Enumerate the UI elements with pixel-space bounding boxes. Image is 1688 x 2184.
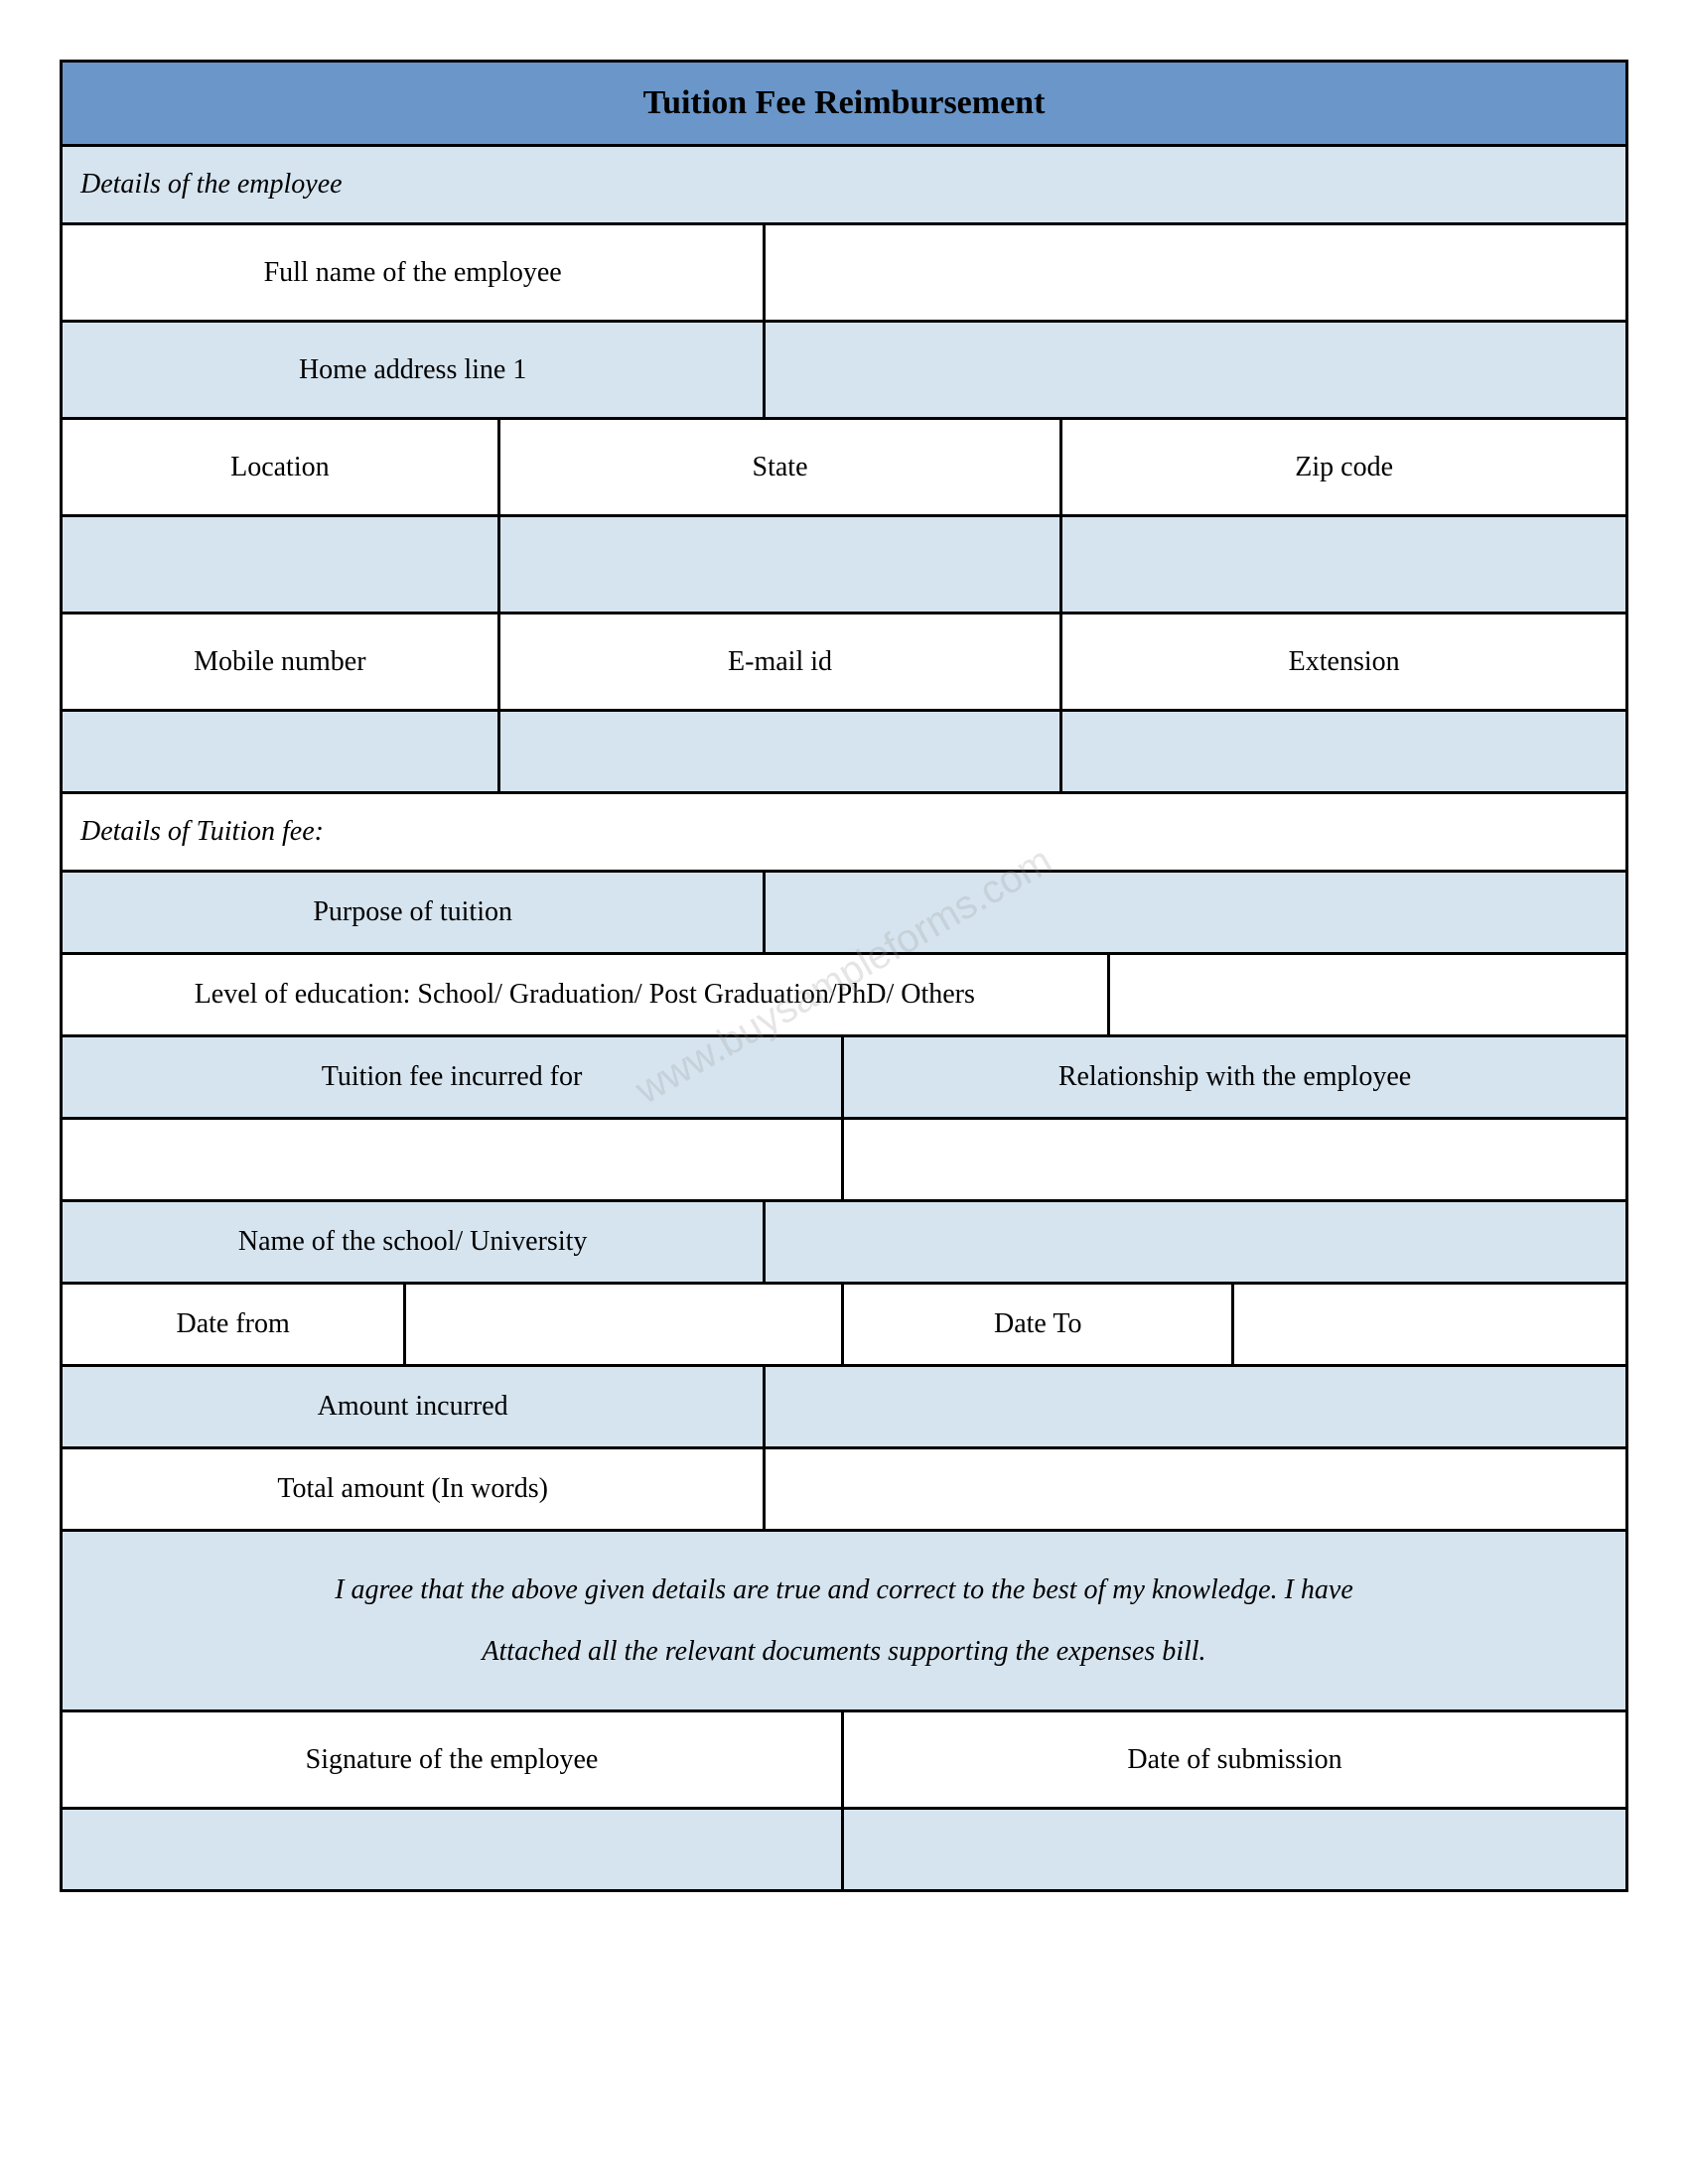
row-total-words: Total amount (In words) xyxy=(63,1449,1625,1532)
state-label: State xyxy=(500,420,1063,514)
row-incurred-values xyxy=(63,1120,1625,1202)
fullname-label: Full name of the employee xyxy=(63,225,766,320)
location-input[interactable] xyxy=(63,517,500,612)
signature-label: Signature of the employee xyxy=(63,1712,844,1807)
form-title: Tuition Fee Reimbursement xyxy=(63,63,1625,147)
total-words-label: Total amount (In words) xyxy=(63,1449,766,1529)
section-tuition-header: Details of Tuition fee: xyxy=(63,794,1625,873)
signature-input[interactable] xyxy=(63,1810,844,1889)
row-location-labels: Location State Zip code xyxy=(63,420,1625,517)
purpose-label: Purpose of tuition xyxy=(63,873,766,952)
level-label: Level of education: School/ Graduation/ … xyxy=(63,955,1110,1034)
form-container: Tuition Fee Reimbursement Details of the… xyxy=(60,60,1628,1892)
declaration-line2: Attached all the relevant documents supp… xyxy=(92,1621,1596,1683)
date-to-input[interactable] xyxy=(1234,1285,1625,1364)
date-submission-label: Date of submission xyxy=(844,1712,1625,1807)
mobile-input[interactable] xyxy=(63,712,500,791)
row-incurred-labels: Tuition fee incurred for Relationship wi… xyxy=(63,1037,1625,1120)
purpose-input[interactable] xyxy=(766,873,1625,952)
incurred-for-label: Tuition fee incurred for xyxy=(63,1037,844,1117)
section-employee-header: Details of the employee xyxy=(63,147,1625,225)
location-label: Location xyxy=(63,420,500,514)
relationship-input[interactable] xyxy=(844,1120,1625,1199)
row-contact-labels: Mobile number E-mail id Extension xyxy=(63,614,1625,712)
form-wrapper: www.buysampleforms.com Tuition Fee Reimb… xyxy=(60,60,1628,1892)
row-signature-values xyxy=(63,1810,1625,1889)
row-fullname: Full name of the employee xyxy=(63,225,1625,323)
relationship-label: Relationship with the employee xyxy=(844,1037,1625,1117)
level-input[interactable] xyxy=(1110,955,1625,1034)
zip-label: Zip code xyxy=(1062,420,1625,514)
address-input[interactable] xyxy=(766,323,1625,417)
state-input[interactable] xyxy=(500,517,1063,612)
fullname-input[interactable] xyxy=(766,225,1625,320)
row-location-values xyxy=(63,517,1625,614)
mobile-label: Mobile number xyxy=(63,614,500,709)
row-amount: Amount incurred xyxy=(63,1367,1625,1449)
row-contact-values xyxy=(63,712,1625,794)
email-input[interactable] xyxy=(500,712,1063,791)
extension-label: Extension xyxy=(1062,614,1625,709)
declaration-text: I agree that the above given details are… xyxy=(63,1532,1625,1712)
email-label: E-mail id xyxy=(500,614,1063,709)
row-level: Level of education: School/ Graduation/ … xyxy=(63,955,1625,1037)
declaration-line1: I agree that the above given details are… xyxy=(92,1560,1596,1621)
extension-input[interactable] xyxy=(1062,712,1625,791)
date-from-input[interactable] xyxy=(406,1285,844,1364)
school-label: Name of the school/ University xyxy=(63,1202,766,1282)
date-to-label: Date To xyxy=(844,1285,1235,1364)
row-purpose: Purpose of tuition xyxy=(63,873,1625,955)
school-input[interactable] xyxy=(766,1202,1625,1282)
zip-input[interactable] xyxy=(1062,517,1625,612)
row-dates: Date from Date To xyxy=(63,1285,1625,1367)
incurred-for-input[interactable] xyxy=(63,1120,844,1199)
row-address: Home address line 1 xyxy=(63,323,1625,420)
amount-input[interactable] xyxy=(766,1367,1625,1446)
row-school: Name of the school/ University xyxy=(63,1202,1625,1285)
date-submission-input[interactable] xyxy=(844,1810,1625,1889)
amount-label: Amount incurred xyxy=(63,1367,766,1446)
total-words-input[interactable] xyxy=(766,1449,1625,1529)
row-signature-labels: Signature of the employee Date of submis… xyxy=(63,1712,1625,1810)
date-from-label: Date from xyxy=(63,1285,406,1364)
address-label: Home address line 1 xyxy=(63,323,766,417)
